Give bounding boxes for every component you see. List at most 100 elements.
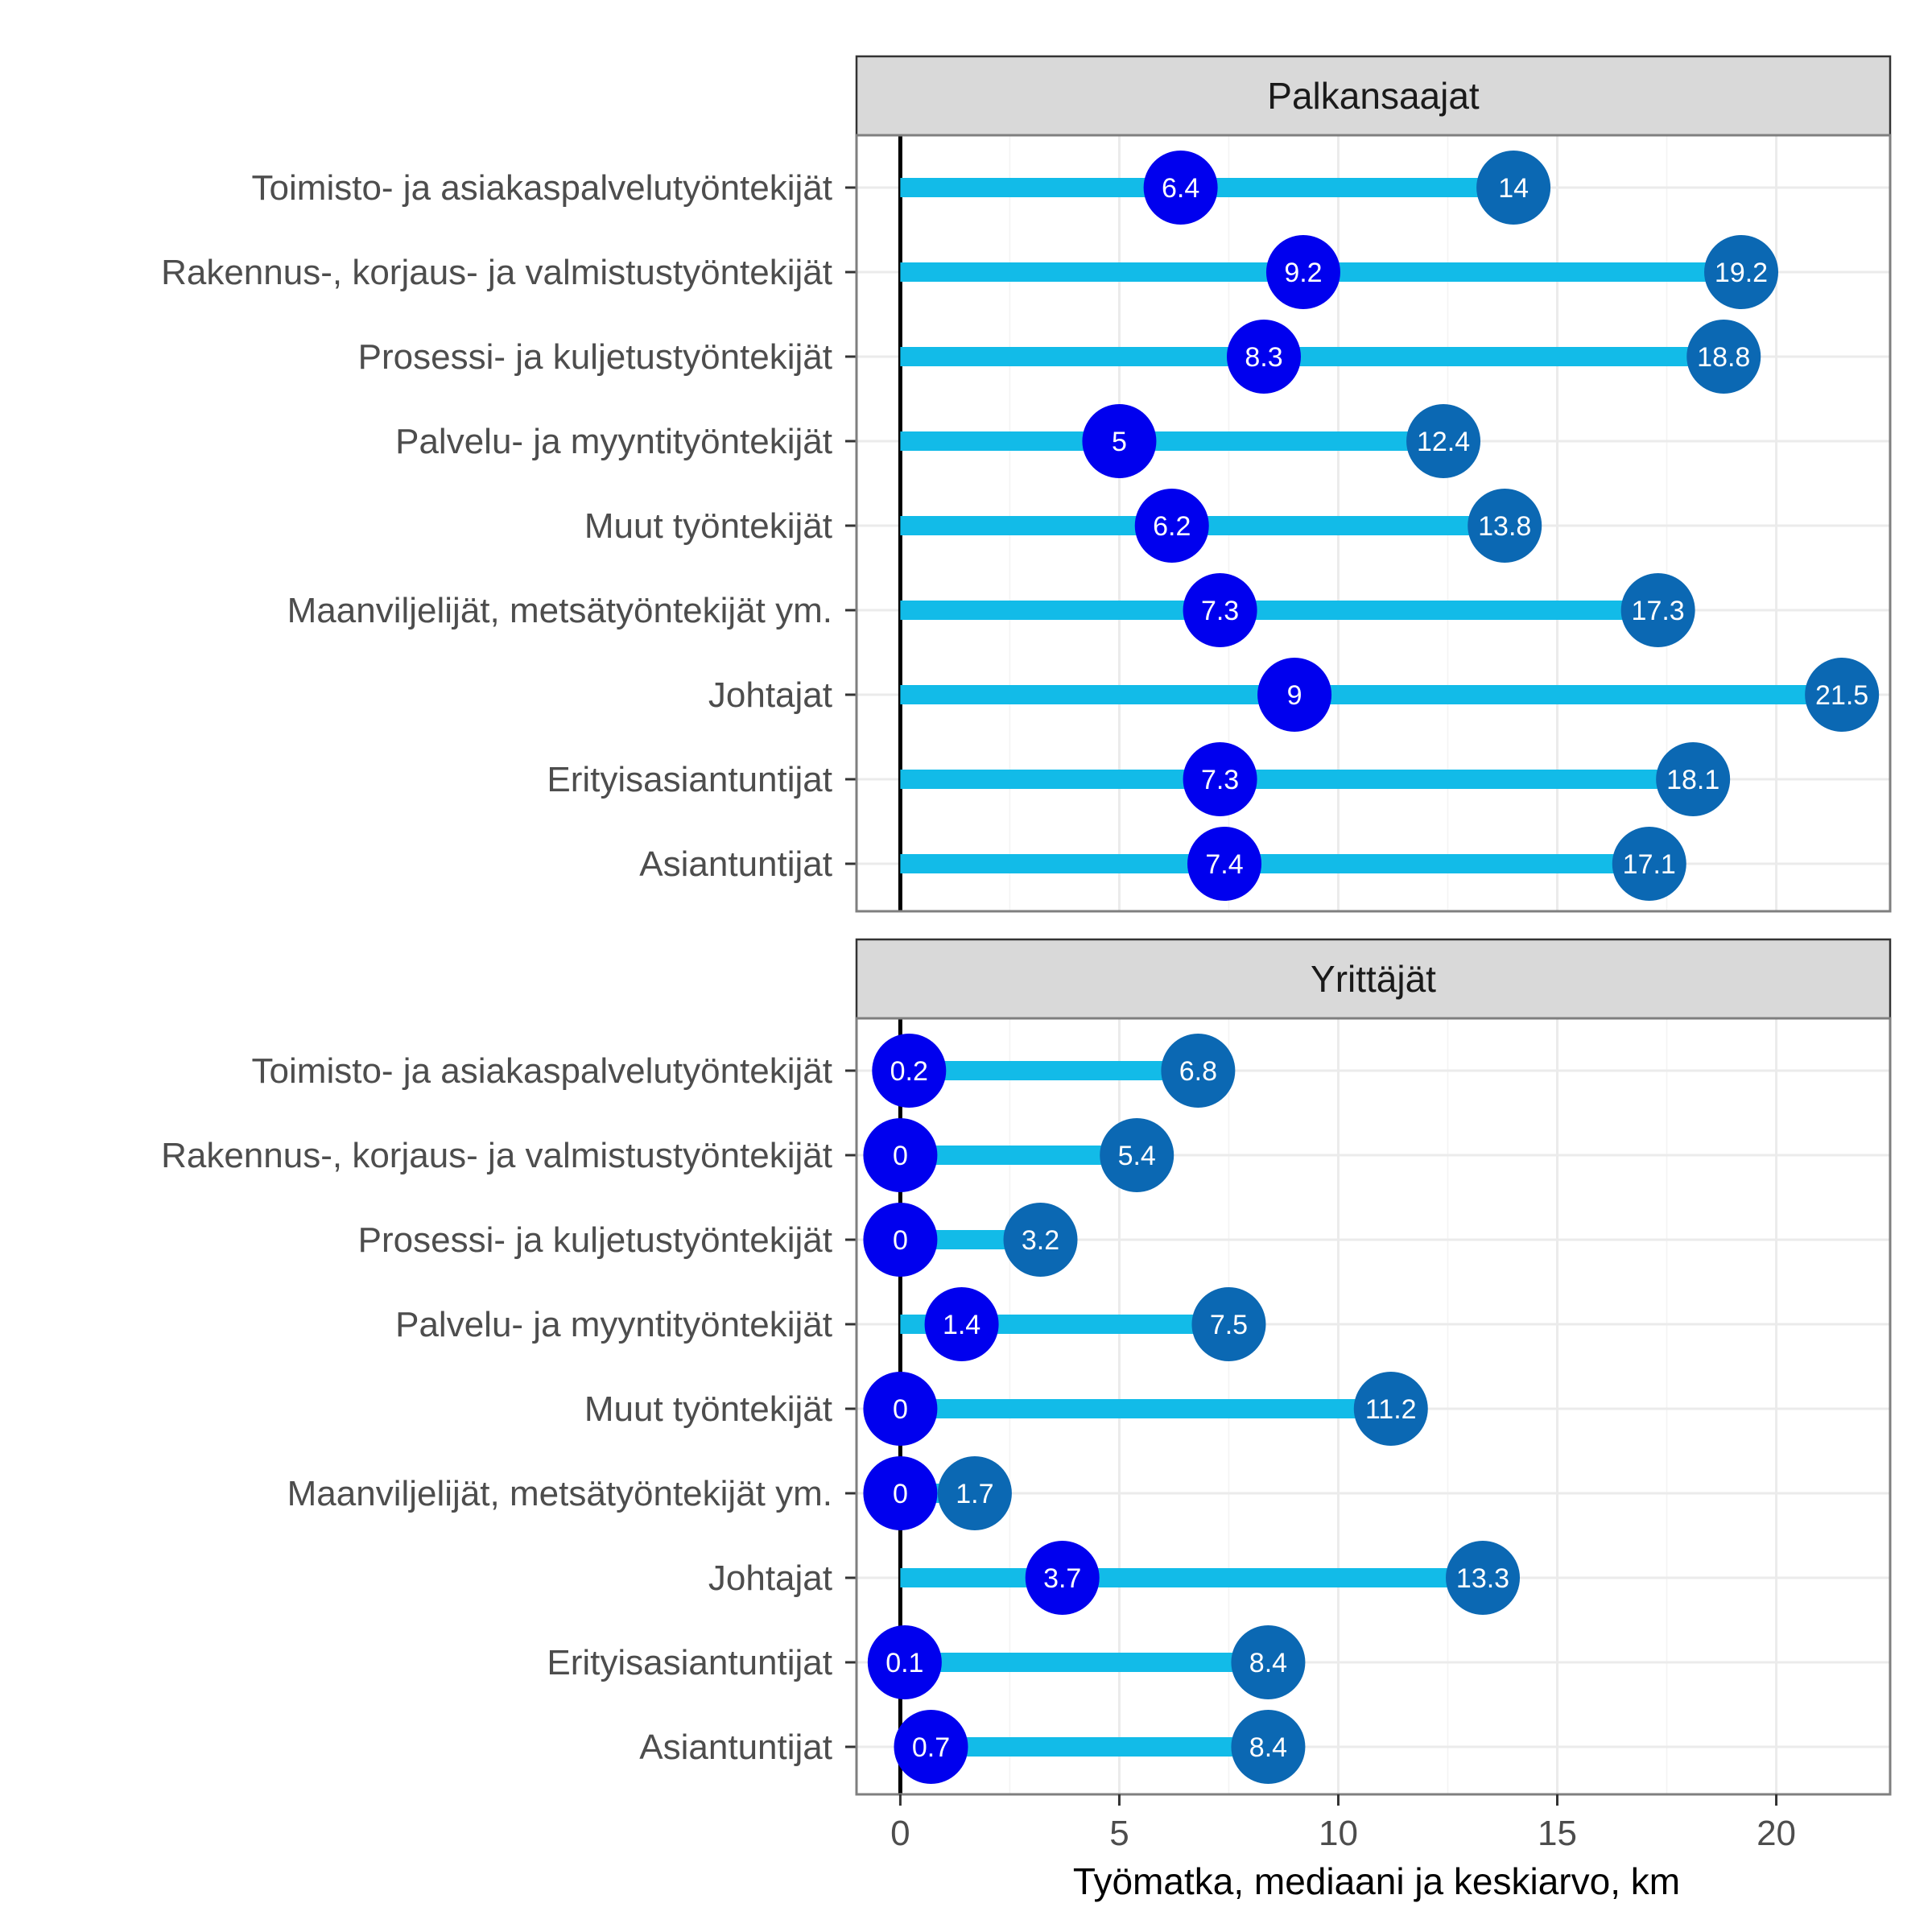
category-label: Muut työntekijät: [584, 1389, 832, 1429]
category-row: Toimisto- ja asiakaspalvelutyöntekijät 6.…: [252, 1034, 1236, 1108]
category-label: Asiantuntijat: [639, 1728, 832, 1767]
mean-label: 18.8: [1697, 342, 1750, 373]
median-label: 6.4: [1162, 173, 1199, 204]
category-label: Johtajat: [708, 675, 832, 715]
median-label: 8.3: [1245, 342, 1282, 373]
median-point: [863, 1372, 938, 1446]
mean-label: 8.4: [1249, 1732, 1287, 1763]
mean-point: [1191, 1287, 1266, 1361]
mean-label: 11.2: [1365, 1394, 1417, 1425]
category-row: Prosessi- ja kuljetustyöntekijät 3.2 0: [358, 1203, 1078, 1277]
mean-point: [1468, 489, 1542, 563]
mean-point: [1100, 1118, 1174, 1192]
x-tick-label: 15: [1538, 1814, 1577, 1853]
x-tick-label: 10: [1319, 1814, 1358, 1853]
median-point: [924, 1287, 999, 1361]
median-label: 0: [893, 1394, 908, 1425]
mean-label: 18.1: [1666, 765, 1719, 795]
mean-label: 5.4: [1118, 1141, 1156, 1171]
mean-point: [1353, 1372, 1428, 1446]
mean-point: [1003, 1203, 1078, 1277]
panel-title: Yrittäjät: [1311, 958, 1436, 1000]
category-label: Asiantuntijat: [639, 844, 832, 884]
panel-2: Yrittäjät Toimisto- ja asiakaspalvelutyön…: [161, 938, 1892, 1796]
category-label: Rakennus-, korjaus- ja valmistustyönteki…: [161, 1136, 832, 1175]
median-label: 0.2: [890, 1056, 928, 1087]
category-row: Maanviljelijät, metsätyöntekijät ym. 17.3…: [287, 573, 1695, 647]
category-row: Rakennus-, korjaus- ja valmistustyönteki…: [161, 1118, 1174, 1192]
category-row: Muut työntekijät 11.2 0: [584, 1372, 1428, 1446]
mean-label: 17.1: [1623, 849, 1676, 880]
category-row: Rakennus-, korjaus- ja valmistustyönteki…: [161, 235, 1779, 309]
mean-label: 3.2: [1022, 1225, 1059, 1256]
category-row: Muut työntekijät 13.8 6.2: [584, 489, 1542, 563]
median-point: [1187, 827, 1262, 901]
panel-border: [855, 134, 1892, 913]
median-label: 7.4: [1205, 849, 1243, 880]
category-row: Toimisto- ja asiakaspalvelutyöntekijät 14…: [252, 151, 1551, 225]
mean-point: [1231, 1710, 1306, 1784]
category-row: Johtajat 21.5 9: [708, 658, 1880, 732]
category-row: Prosessi- ja kuljetustyöntekijät 18.8 8.3: [358, 320, 1761, 394]
median-label: 3.7: [1043, 1563, 1081, 1594]
category-label: Johtajat: [708, 1558, 832, 1598]
category-label: Prosessi- ja kuljetustyöntekijät: [358, 337, 832, 377]
mean-label: 17.3: [1632, 596, 1685, 626]
x-axis: 0 5 10 15 20: [890, 1794, 1796, 1853]
mean-point: [1476, 151, 1551, 225]
median-label: 0: [893, 1225, 908, 1256]
category-row: Palvelu- ja myyntityöntekijät 12.4 5: [395, 404, 1481, 478]
category-row: Asiantuntijat 8.4 0.7: [639, 1710, 1306, 1784]
mean-point: [1686, 320, 1761, 394]
category-label: Erityisasiantuntijat: [547, 1643, 832, 1682]
mean-label: 19.2: [1715, 258, 1768, 288]
panel-border: [855, 1017, 1892, 1796]
median-label: 0: [893, 1141, 908, 1171]
median-point: [863, 1203, 938, 1277]
x-axis-title: Työmatka, mediaani ja keskiarvo, km: [1073, 1860, 1680, 1902]
median-label: 0.1: [886, 1648, 923, 1678]
mean-label: 14: [1498, 173, 1529, 204]
x-tick-label: 0: [890, 1814, 910, 1853]
category-label: Maanviljelijät, metsätyöntekijät ym.: [287, 1474, 832, 1513]
median-point: [1025, 1541, 1100, 1615]
category-row: Asiantuntijat 17.1 7.4: [639, 827, 1686, 901]
median-label: 9.2: [1284, 258, 1322, 288]
panel-1: Palkansaajat Toimisto- ja asiakaspalvelut…: [161, 55, 1892, 913]
median-label: 7.3: [1201, 596, 1239, 626]
x-tick-label: 5: [1109, 1814, 1129, 1853]
median-point: [1226, 320, 1301, 394]
mean-point: [1805, 658, 1880, 732]
median-point: [894, 1710, 968, 1784]
category-row: Erityisasiantuntijat 18.1 7.3: [547, 742, 1731, 816]
mean-point: [1161, 1034, 1236, 1108]
category-label: Toimisto- ja asiakaspalvelutyöntekijät: [252, 1051, 832, 1091]
median-point: [1183, 573, 1257, 647]
median-label: 7.3: [1201, 765, 1239, 795]
median-label: 5: [1112, 427, 1127, 457]
median-point: [1143, 151, 1218, 225]
category-label: Rakennus-, korjaus- ja valmistustyönteki…: [161, 253, 832, 292]
category-row: Erityisasiantuntijat 8.4 0.1: [547, 1625, 1306, 1699]
mean-point: [1704, 235, 1779, 309]
panel-title: Palkansaajat: [1267, 75, 1480, 117]
median-label: 0.7: [912, 1732, 950, 1763]
median-point: [867, 1625, 942, 1699]
mean-label: 8.4: [1249, 1648, 1287, 1678]
category-row: Johtajat 13.3 3.7: [708, 1541, 1521, 1615]
category-label: Palvelu- ja myyntityöntekijät: [395, 422, 832, 461]
category-label: Muut työntekijät: [584, 506, 832, 546]
median-label: 0: [893, 1479, 908, 1509]
mean-point: [1446, 1541, 1521, 1615]
mean-label: 6.8: [1179, 1056, 1217, 1087]
median-point: [1257, 658, 1332, 732]
mean-point: [1612, 827, 1686, 901]
median-label: 1.4: [943, 1310, 980, 1340]
mean-point: [1406, 404, 1481, 478]
median-point: [863, 1456, 938, 1530]
panels-layer: Palkansaajat Toimisto- ja asiakaspalvelut…: [161, 55, 1892, 1796]
mean-label: 7.5: [1210, 1310, 1248, 1340]
median-point: [863, 1118, 938, 1192]
median-point: [1183, 742, 1257, 816]
